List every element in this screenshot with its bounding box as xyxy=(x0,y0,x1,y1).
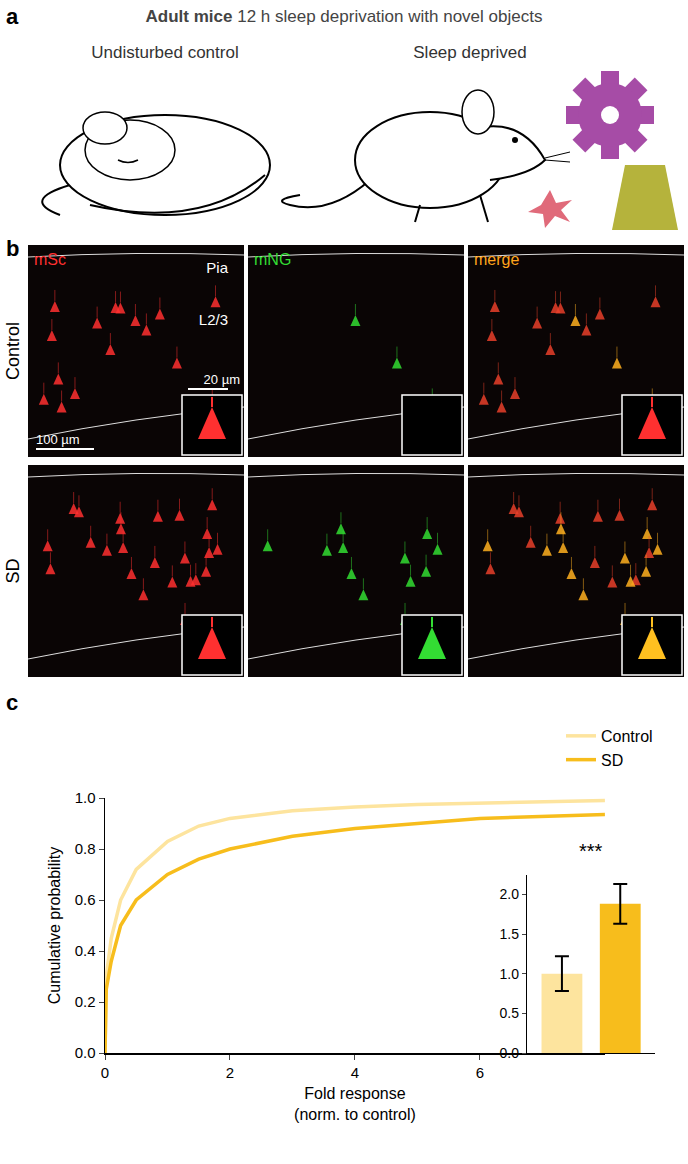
svg-text:mSc: mSc xyxy=(34,251,66,268)
svg-text:0.8: 0.8 xyxy=(75,840,96,857)
svg-text:SD: SD xyxy=(601,752,623,769)
svg-text:merge: merge xyxy=(474,251,519,268)
svg-text:Fold response(norm. to control: Fold response(norm. to control) xyxy=(294,1085,416,1123)
svg-text:Control: Control xyxy=(3,322,23,380)
svg-text:Pia: Pia xyxy=(206,259,228,276)
svg-text:20 µm: 20 µm xyxy=(204,372,240,387)
svg-text:***: *** xyxy=(579,840,603,862)
svg-text:0.0: 0.0 xyxy=(499,1045,519,1061)
html-text:a: a xyxy=(6,4,19,29)
svg-text:0.5: 0.5 xyxy=(499,1005,519,1021)
svg-text:6: 6 xyxy=(476,1064,484,1081)
svg-text:Sleep deprived: Sleep deprived xyxy=(413,43,526,62)
html-text:b: b xyxy=(6,236,20,261)
html-text:c: c xyxy=(6,690,19,715)
svg-text:1.0: 1.0 xyxy=(75,789,96,806)
svg-text:Control: Control xyxy=(601,728,653,745)
svg-text:2.0: 2.0 xyxy=(499,886,519,902)
svg-text:0.2: 0.2 xyxy=(75,993,96,1010)
svg-text:SD: SD xyxy=(3,558,23,583)
svg-text:Adult mice 12 h sleep deprivat: Adult mice 12 h sleep deprivation with n… xyxy=(146,7,543,26)
svg-text:L2/3: L2/3 xyxy=(199,311,228,328)
svg-text:1.5: 1.5 xyxy=(499,926,519,942)
svg-text:Undisturbed control: Undisturbed control xyxy=(91,43,238,62)
svg-text:0.4: 0.4 xyxy=(75,942,96,959)
svg-text:0: 0 xyxy=(101,1064,109,1081)
svg-text:Cumulative probability: Cumulative probability xyxy=(46,847,63,1004)
svg-text:0.6: 0.6 xyxy=(75,891,96,908)
svg-text:100 µm: 100 µm xyxy=(36,432,80,447)
svg-text:4: 4 xyxy=(351,1064,359,1081)
svg-text:2: 2 xyxy=(226,1064,234,1081)
svg-text:1.0: 1.0 xyxy=(499,966,519,982)
svg-text:mNG: mNG xyxy=(254,251,291,268)
svg-text:0.0: 0.0 xyxy=(75,1044,96,1061)
